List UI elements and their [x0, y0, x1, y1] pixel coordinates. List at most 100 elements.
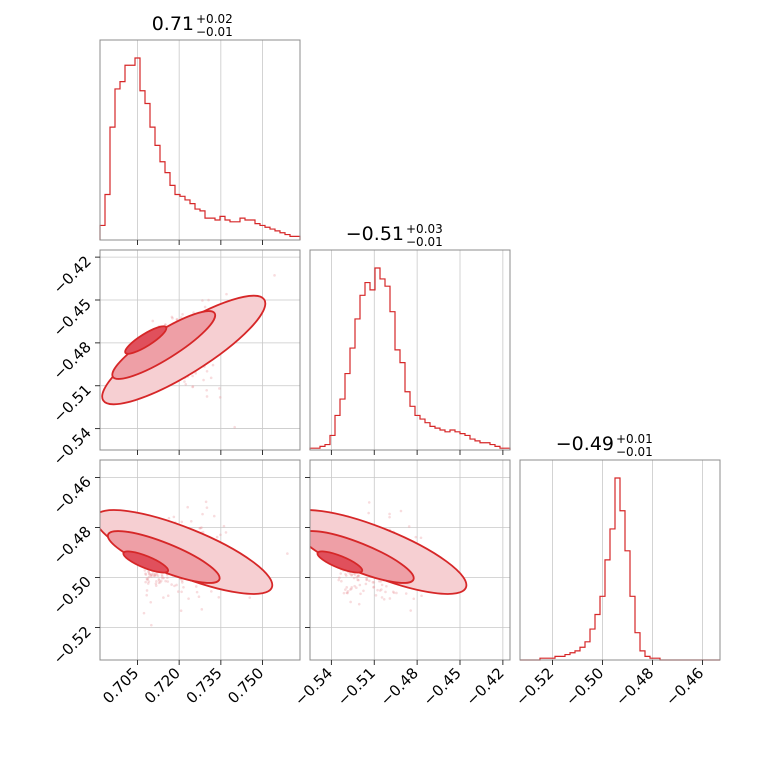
sample-point	[210, 590, 213, 593]
sample-point	[162, 576, 165, 580]
sample-point	[184, 382, 188, 386]
sample-point	[365, 576, 368, 580]
sample-point	[147, 570, 150, 573]
sample-point	[372, 581, 376, 584]
sample-point	[157, 581, 161, 585]
sample-point	[172, 515, 176, 519]
y-tick-label: −0.45	[50, 295, 95, 340]
sample-point	[350, 574, 353, 577]
sample-point	[150, 623, 153, 627]
sample-point	[205, 506, 209, 509]
sample-point	[145, 577, 149, 581]
panel-frame	[99, 249, 301, 451]
sample-point	[164, 323, 167, 326]
sample-point	[391, 590, 395, 594]
sample-point	[144, 572, 147, 575]
sample-point	[166, 580, 170, 583]
sample-point	[352, 576, 356, 580]
sample-point	[209, 376, 213, 380]
x-tick-label: 0.750	[224, 664, 267, 707]
sample-point	[218, 387, 221, 390]
sample-point	[365, 578, 368, 582]
sample-point	[189, 519, 193, 523]
sample-point	[218, 396, 222, 399]
sample-point	[380, 588, 383, 591]
sample-point	[150, 573, 153, 576]
sample-point	[204, 500, 208, 504]
x-tick-label: −0.51	[334, 664, 379, 709]
sample-point	[377, 580, 381, 583]
x-tick-label: −0.54	[291, 664, 336, 709]
hist-title-0: 0.71	[152, 13, 194, 35]
panel-frame	[99, 459, 301, 661]
sample-point	[151, 319, 155, 323]
sample-point	[156, 574, 160, 578]
x-tick-label: −0.48	[377, 664, 422, 709]
sample-point	[407, 525, 411, 528]
sample-point	[175, 317, 179, 321]
sample-point	[392, 591, 396, 595]
sample-point	[180, 579, 184, 582]
sample-point	[147, 580, 151, 583]
sample-point	[191, 374, 194, 378]
sample-point	[160, 573, 164, 577]
sample-point	[222, 524, 226, 528]
sample-point	[205, 395, 209, 398]
x-tick-label: −0.45	[420, 664, 465, 709]
sample-point	[273, 274, 276, 277]
sample-point	[367, 501, 371, 504]
sample-point	[388, 597, 392, 600]
sample-point	[219, 533, 222, 537]
y-tick-label: −0.48	[50, 338, 95, 383]
sample-point	[180, 581, 184, 584]
sample-point	[142, 611, 146, 615]
sample-point	[359, 592, 362, 596]
sample-point	[146, 578, 149, 581]
sample-point	[342, 591, 346, 595]
sample-point	[191, 385, 195, 388]
x-tick-label: −0.52	[512, 664, 557, 709]
sample-point	[162, 596, 165, 599]
sample-point	[161, 576, 164, 580]
sample-point	[205, 369, 209, 373]
sample-point	[356, 574, 360, 578]
sample-point	[205, 388, 208, 392]
sample-point	[368, 579, 371, 583]
sample-point	[348, 572, 352, 575]
sample-point	[194, 372, 198, 375]
sample-point	[357, 578, 360, 582]
sample-point	[356, 578, 359, 582]
sample-point	[364, 582, 368, 586]
sample-point	[374, 594, 378, 597]
sample-point	[286, 552, 289, 555]
sample-point	[147, 572, 151, 576]
sample-point	[150, 573, 153, 577]
title-minus-0: −0.01	[196, 25, 233, 39]
sample-point	[248, 596, 252, 599]
contour-inner	[316, 550, 364, 574]
sample-point	[182, 586, 185, 589]
sample-point	[207, 298, 210, 302]
y-tick-label: −0.42	[50, 252, 95, 297]
sample-point	[349, 588, 352, 591]
sample-point	[345, 591, 349, 595]
sample-point	[146, 577, 149, 581]
sample-point	[399, 509, 403, 513]
sample-point	[153, 572, 157, 576]
sample-point	[154, 582, 158, 585]
sample-point	[176, 590, 180, 593]
sample-point	[356, 574, 360, 578]
sample-point	[155, 573, 158, 577]
sample-point	[180, 590, 183, 594]
sample-point	[153, 573, 156, 577]
scatter-panel-2-1: −0.54−0.51−0.48−0.45−0.42	[291, 459, 511, 709]
sample-point	[159, 579, 163, 583]
histogram-steps	[99, 57, 301, 240]
scatter-panel-1-0: −0.54−0.51−0.48−0.45−0.42	[50, 249, 301, 469]
sample-point	[153, 574, 156, 578]
sample-point	[146, 582, 150, 585]
sample-point	[201, 299, 204, 302]
sample-point	[154, 584, 158, 587]
sample-point	[404, 592, 408, 595]
y-tick-label: −0.51	[50, 381, 95, 426]
